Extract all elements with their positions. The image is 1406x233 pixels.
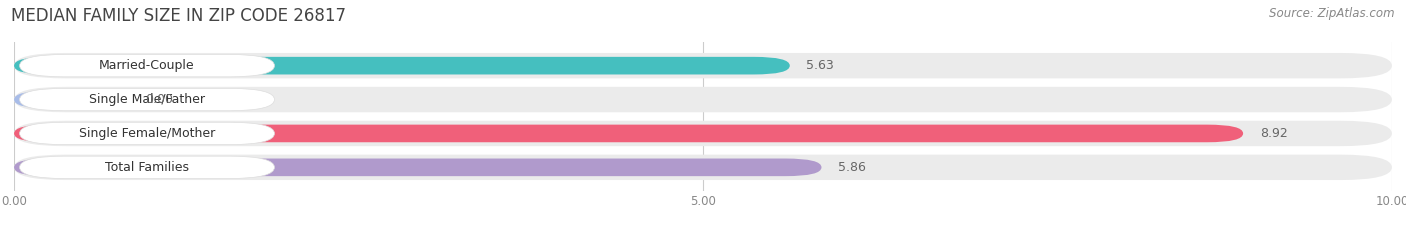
Text: Total Families: Total Families	[105, 161, 188, 174]
Text: Single Male/Father: Single Male/Father	[89, 93, 205, 106]
FancyBboxPatch shape	[14, 155, 1392, 180]
Text: 5.86: 5.86	[838, 161, 866, 174]
FancyBboxPatch shape	[20, 88, 274, 111]
FancyBboxPatch shape	[20, 55, 274, 77]
FancyBboxPatch shape	[14, 125, 1243, 142]
FancyBboxPatch shape	[20, 156, 274, 178]
Text: 0.00: 0.00	[145, 93, 173, 106]
FancyBboxPatch shape	[14, 158, 821, 176]
FancyBboxPatch shape	[14, 91, 103, 108]
FancyBboxPatch shape	[14, 87, 1392, 112]
FancyBboxPatch shape	[14, 121, 1392, 146]
Text: Single Female/Mother: Single Female/Mother	[79, 127, 215, 140]
Text: 5.63: 5.63	[807, 59, 834, 72]
Text: 8.92: 8.92	[1260, 127, 1288, 140]
Text: Source: ZipAtlas.com: Source: ZipAtlas.com	[1270, 7, 1395, 20]
FancyBboxPatch shape	[14, 57, 790, 75]
Text: Married-Couple: Married-Couple	[100, 59, 195, 72]
FancyBboxPatch shape	[14, 53, 1392, 78]
FancyBboxPatch shape	[20, 122, 274, 145]
Text: MEDIAN FAMILY SIZE IN ZIP CODE 26817: MEDIAN FAMILY SIZE IN ZIP CODE 26817	[11, 7, 346, 25]
